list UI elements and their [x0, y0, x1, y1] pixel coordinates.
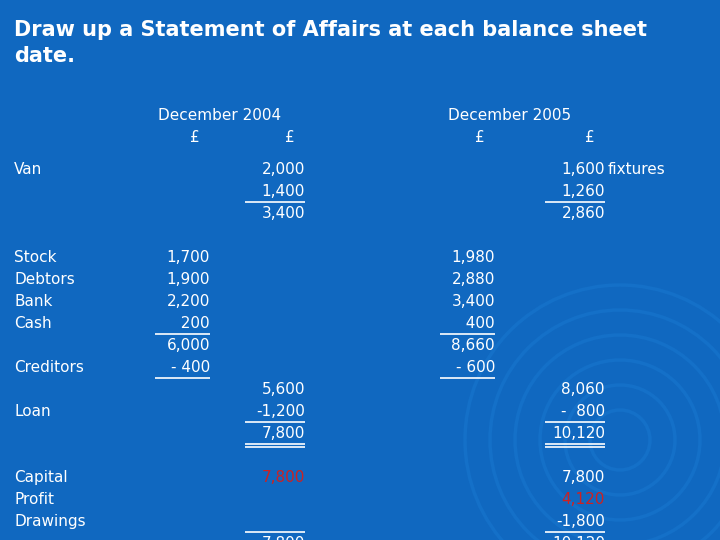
Text: 200: 200	[171, 316, 210, 331]
Text: - 600: - 600	[456, 360, 495, 375]
Text: £: £	[585, 130, 595, 145]
Text: Cash: Cash	[14, 316, 52, 331]
Text: Capital: Capital	[14, 470, 68, 485]
Text: Van: Van	[14, 162, 42, 177]
Text: Drawings: Drawings	[14, 514, 86, 529]
Text: 1,400: 1,400	[261, 184, 305, 199]
Text: 1,700: 1,700	[166, 250, 210, 265]
Text: 2,880: 2,880	[451, 272, 495, 287]
Text: 7,800: 7,800	[562, 470, 605, 485]
Text: 8,660: 8,660	[451, 338, 495, 353]
Text: 1,260: 1,260	[562, 184, 605, 199]
Text: Draw up a Statement of Affairs at each balance sheet: Draw up a Statement of Affairs at each b…	[14, 20, 647, 40]
Text: 7,800: 7,800	[261, 470, 305, 485]
Text: 10,120: 10,120	[552, 426, 605, 441]
Text: 5,600: 5,600	[261, 382, 305, 397]
Text: Loan: Loan	[14, 404, 50, 419]
Text: fixtures: fixtures	[608, 162, 666, 177]
Text: Bank: Bank	[14, 294, 53, 309]
Text: 2,000: 2,000	[261, 162, 305, 177]
Text: 7,800: 7,800	[261, 426, 305, 441]
Text: 3,400: 3,400	[451, 294, 495, 309]
Text: -1,800: -1,800	[556, 514, 605, 529]
Text: £: £	[475, 130, 485, 145]
Text: 10,120: 10,120	[552, 536, 605, 540]
Text: 4,120: 4,120	[562, 492, 605, 507]
Text: 1,900: 1,900	[166, 272, 210, 287]
Text: £: £	[190, 130, 200, 145]
Text: Stock: Stock	[14, 250, 56, 265]
Text: date.: date.	[14, 46, 75, 66]
Text: - 400: - 400	[171, 360, 210, 375]
Text: 1,600: 1,600	[562, 162, 605, 177]
Text: 8,060: 8,060	[562, 382, 605, 397]
Text: -  800: - 800	[561, 404, 605, 419]
Text: December 2004: December 2004	[158, 108, 282, 123]
Text: 6,000: 6,000	[166, 338, 210, 353]
Text: December 2005: December 2005	[449, 108, 572, 123]
Text: 7,800: 7,800	[261, 536, 305, 540]
Text: £: £	[285, 130, 295, 145]
Text: -1,200: -1,200	[256, 404, 305, 419]
Text: 400: 400	[456, 316, 495, 331]
Text: 3,400: 3,400	[261, 206, 305, 221]
Text: Debtors: Debtors	[14, 272, 75, 287]
Text: Profit: Profit	[14, 492, 54, 507]
Text: 2,200: 2,200	[166, 294, 210, 309]
Text: 1,980: 1,980	[451, 250, 495, 265]
Text: 2,860: 2,860	[562, 206, 605, 221]
Text: Creditors: Creditors	[14, 360, 84, 375]
